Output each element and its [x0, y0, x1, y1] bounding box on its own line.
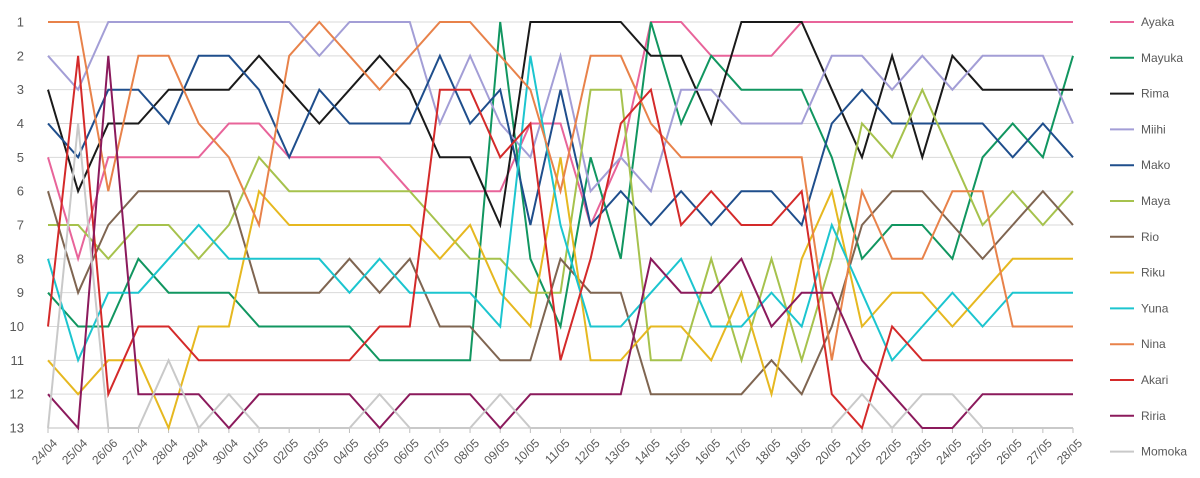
y-tick-label: 5 [17, 150, 24, 165]
x-tick-label: 15/05 [662, 436, 693, 467]
y-tick-label: 8 [17, 251, 24, 266]
x-tick-label: 24/05 [933, 436, 964, 467]
series-line-nina [48, 20, 1073, 361]
x-tick-label: 28/04 [150, 436, 181, 467]
x-tick-label: 20/05 [813, 436, 844, 467]
x-tick-label: 08/05 [451, 436, 482, 467]
y-tick-label: 10 [10, 319, 24, 334]
x-axis-tick-labels: 24/04 25/04 26/06 27/04 28/04 29/04 30/04 01/05… [29, 436, 1085, 467]
series-line-akari [47, 55, 1073, 431]
x-tick-label: 01/05 [240, 436, 271, 467]
x-tick-label: 17/05 [722, 436, 753, 467]
x-tick-label: 14/05 [632, 436, 663, 467]
x-tick-label: 10/05 [511, 436, 542, 467]
legend: Ayaka Mayuka Rima Miihi Mako Maya Rio Riku Yuna N… [1110, 15, 1187, 459]
series-line-momoka [47, 123, 1073, 430]
x-tick-label: 26/05 [994, 436, 1025, 467]
legend-label: Akari [1141, 373, 1168, 387]
x-axis-tick-marks [47, 428, 1074, 433]
legend-label: Rio [1141, 230, 1159, 244]
y-tick-label: 9 [17, 285, 24, 300]
x-tick-label: 11/05 [542, 436, 573, 467]
series-line-mako [47, 53, 1074, 228]
y-tick-label: 11 [11, 353, 25, 368]
x-tick-label: 06/05 [391, 436, 422, 467]
x-tick-label: 12/05 [572, 436, 603, 467]
x-tick-label: 09/05 [481, 436, 512, 467]
legend-label: Yuna [1141, 301, 1169, 315]
y-tick-label: 13 [10, 421, 24, 436]
series-line-riria [47, 55, 1073, 431]
x-tick-label: 18/05 [752, 436, 783, 467]
x-tick-label: 25/05 [963, 436, 994, 467]
x-tick-label: 24/04 [29, 436, 60, 467]
y-tick-label: 12 [10, 387, 24, 402]
legend-label: Ayaka [1141, 15, 1174, 29]
x-tick-label: 23/05 [903, 436, 934, 467]
x-tick-label: 28/05 [1054, 436, 1085, 467]
x-tick-label: 21/05 [843, 436, 874, 467]
legend-label: Miihi [1141, 122, 1166, 136]
legend-label: Rima [1141, 87, 1169, 101]
y-tick-label: 7 [17, 218, 24, 233]
x-tick-label: 27/05 [1024, 436, 1055, 467]
series-line-maya [48, 87, 1074, 364]
x-tick-label: 05/05 [361, 436, 392, 467]
x-tick-label: 02/05 [270, 436, 301, 467]
series-line-rio [47, 189, 1074, 397]
x-tick-label: 07/05 [421, 436, 452, 467]
x-tick-label: 26/06 [89, 436, 120, 467]
legend-label: Nina [1141, 337, 1166, 351]
legend-label: Riria [1141, 409, 1166, 423]
x-tick-label: 30/04 [210, 436, 241, 467]
series-line-miihi [47, 21, 1074, 194]
series-line-ayaka [47, 21, 1073, 263]
x-tick-label: 19/05 [783, 436, 814, 467]
y-tick-label: 6 [17, 184, 24, 199]
series-line-mayuka [47, 21, 1074, 362]
series-lines [47, 20, 1074, 431]
legend-label: Mayuka [1141, 51, 1183, 65]
series-line-rima [47, 21, 1073, 229]
y-tick-label: 4 [17, 116, 24, 131]
legend-label: Momoka [1141, 445, 1187, 459]
y-tick-label: 3 [17, 82, 24, 97]
x-tick-label: 16/05 [692, 436, 723, 467]
series-line-yuna [47, 55, 1073, 364]
x-tick-label: 22/05 [873, 436, 904, 467]
x-tick-label: 04/05 [330, 436, 361, 467]
x-tick-label: 25/04 [59, 436, 90, 467]
y-tick-label: 1 [17, 15, 24, 30]
series-line-riku [47, 157, 1073, 431]
x-tick-label: 03/05 [300, 436, 331, 467]
legend-label: Riku [1141, 266, 1165, 280]
x-tick-label: 27/04 [119, 436, 150, 467]
x-tick-label: 29/04 [180, 436, 211, 467]
y-tick-label: 2 [17, 48, 24, 63]
x-tick-label: 13/05 [602, 436, 633, 467]
legend-label: Mako [1141, 158, 1171, 172]
legend-label: Maya [1141, 194, 1171, 208]
